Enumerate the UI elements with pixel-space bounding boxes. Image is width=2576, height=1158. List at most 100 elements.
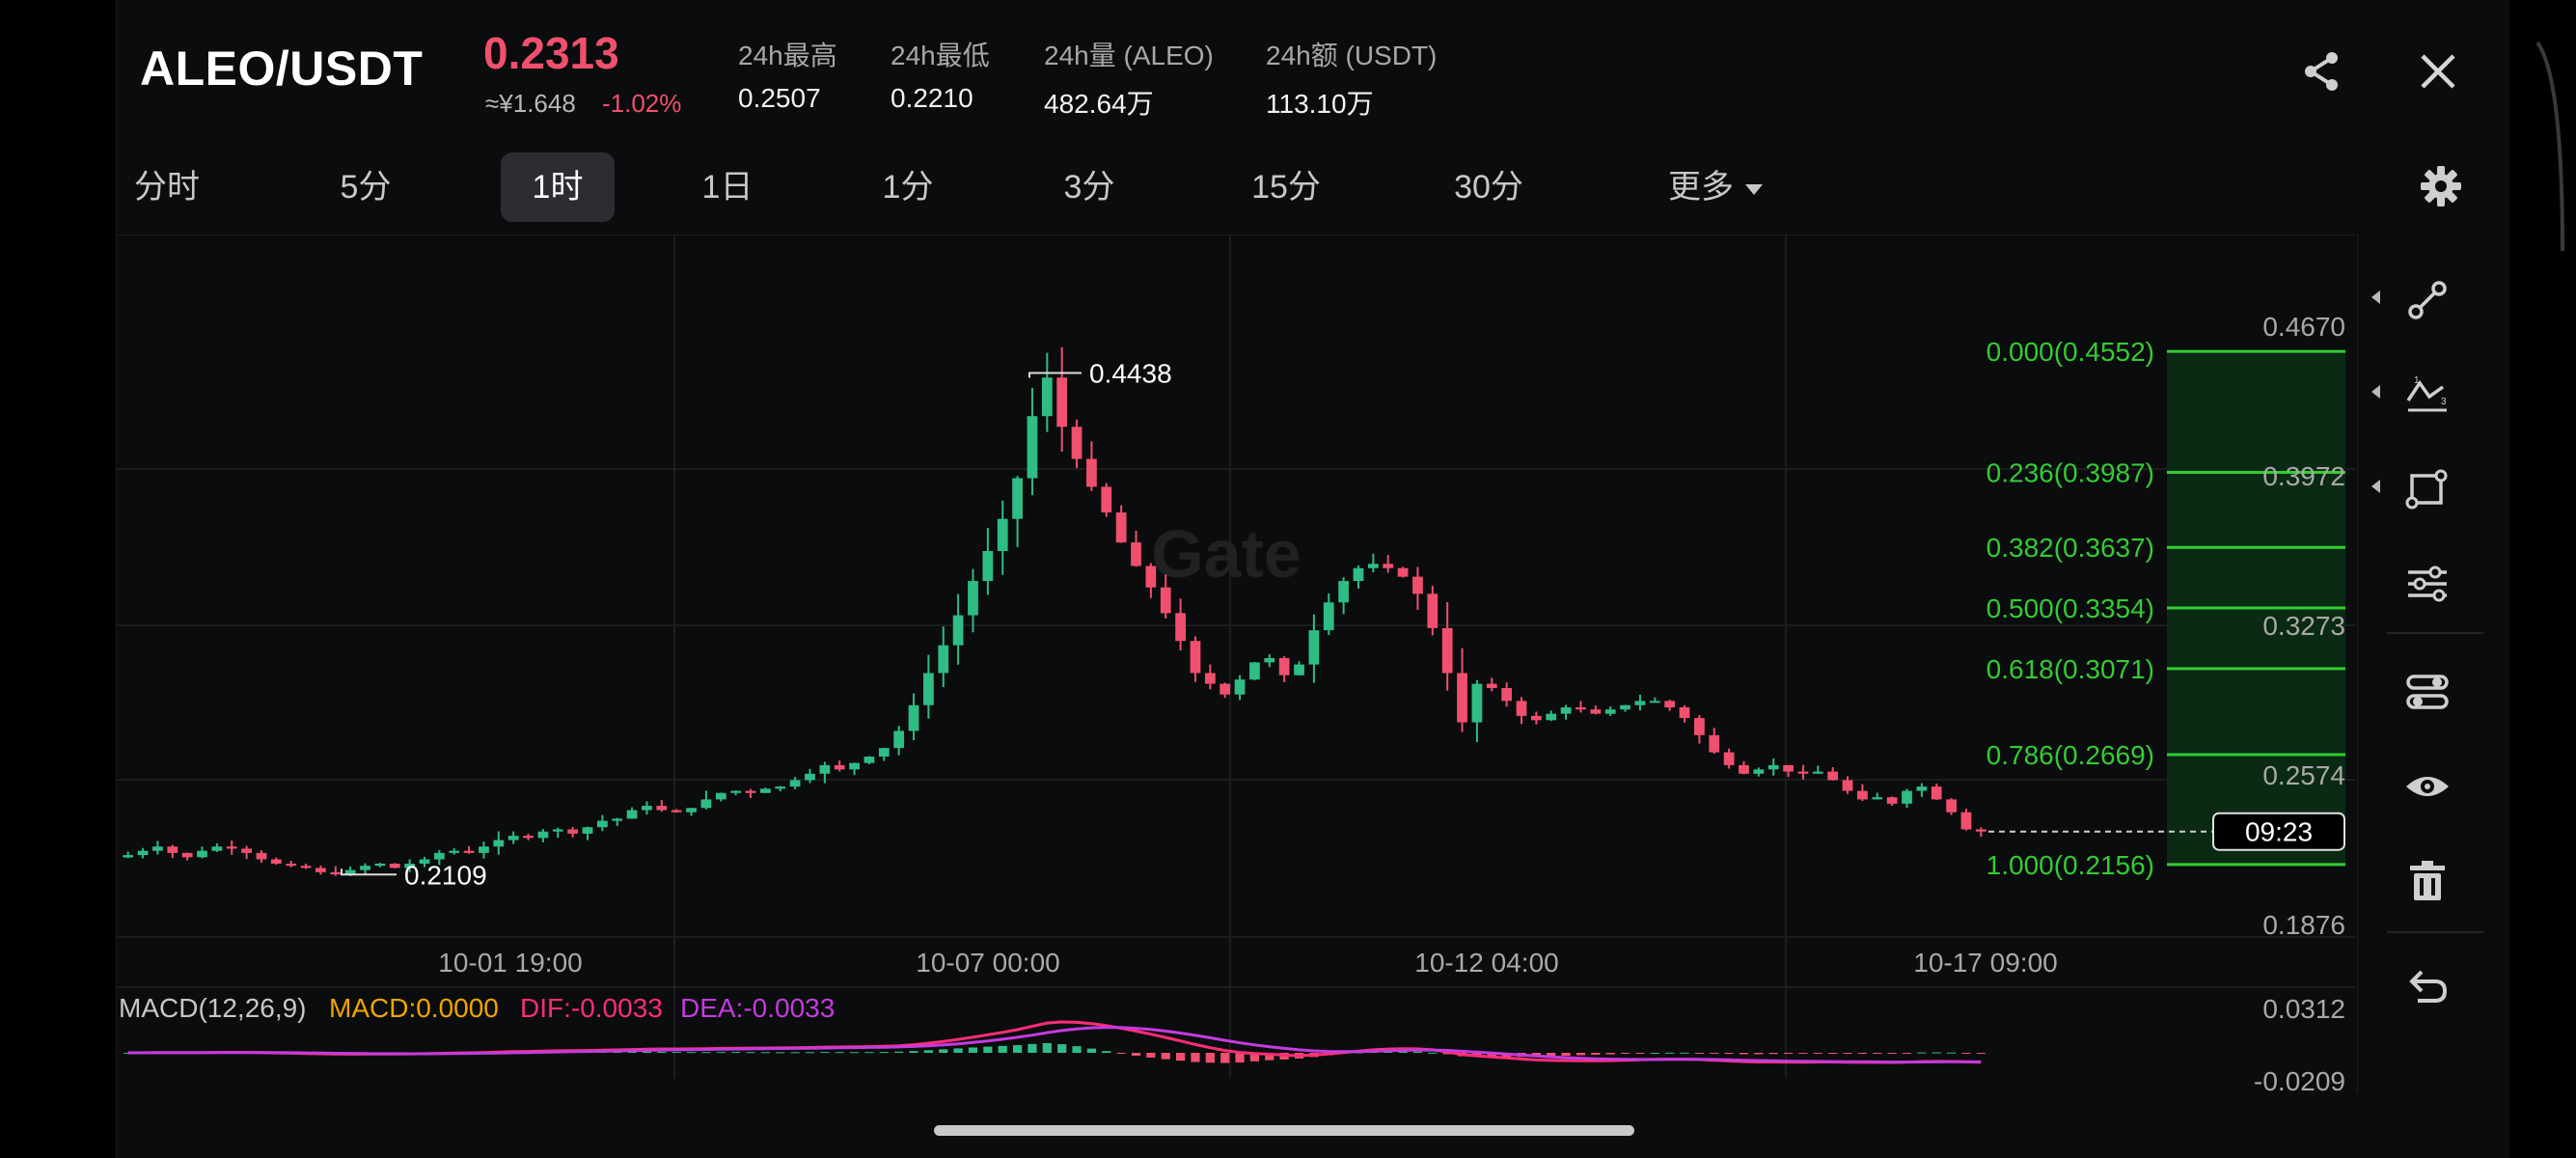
tab-more[interactable]: 更多 — [1653, 152, 1778, 222]
macd-histogram-bar — [820, 1052, 830, 1054]
indicator-sliders-icon[interactable] — [2400, 557, 2454, 611]
home-indicator[interactable] — [934, 1125, 1634, 1136]
visibility-eye-icon[interactable] — [2400, 759, 2454, 813]
undo-icon[interactable] — [2400, 960, 2454, 1014]
fib-level-label: 1.000(0.2156) — [1987, 850, 2154, 880]
macd-histogram-bar — [953, 1048, 963, 1053]
trendline-icon[interactable] — [2400, 273, 2454, 327]
high-marker-line — [1028, 372, 1082, 378]
drawing-list-icon[interactable] — [2400, 665, 2454, 719]
candle-body — [241, 848, 252, 853]
candle-body — [1294, 664, 1304, 676]
macd-histogram-bar — [1428, 1052, 1438, 1054]
tab-1d[interactable]: 1日 — [701, 169, 754, 206]
fib-level-label: 0.500(0.3354) — [1987, 593, 2154, 623]
candle-body — [1412, 576, 1423, 594]
macd-histogram-bar — [746, 1052, 755, 1054]
share-icon[interactable] — [2295, 44, 2349, 98]
stat-24h-high: 24h最高 0.2507 — [738, 35, 837, 114]
stat-value: 113.10万 — [1266, 89, 1374, 119]
macd-histogram-bar — [1828, 1053, 1838, 1054]
candle-body — [1649, 701, 1660, 703]
candle-body — [300, 866, 312, 868]
candle-body — [1086, 458, 1097, 487]
candle-body — [389, 863, 400, 868]
kline-chart[interactable]: Gate 0.000(0.4552) 0.236(0.3987) 0.382(0.3… — [117, 234, 2355, 1103]
macd-histogram-bar — [1887, 1053, 1897, 1054]
expand-triangle-icon[interactable] — [2371, 480, 2380, 493]
macd-histogram-bar — [627, 1051, 637, 1053]
stat-label: 24h额 (USDT) — [1266, 41, 1438, 70]
candle-body — [1916, 786, 1928, 791]
candle-body — [315, 868, 326, 872]
macd-panel: MACD(12,26,9) MACD:0.0000 DIF:-0.0033 DEA:-… — [119, 993, 2345, 1096]
fib-level-label: 0.236(0.3987) — [1987, 458, 2154, 488]
tab-time-sharing[interactable]: 分时 — [134, 169, 200, 206]
candle-body — [1234, 679, 1246, 695]
time-axis-label: 10-07 00:00 — [916, 948, 1059, 978]
macd-histogram-bar — [1591, 1053, 1601, 1056]
candle-body — [330, 871, 342, 875]
macd-histogram-bar — [1547, 1053, 1556, 1057]
candle-body — [1190, 641, 1201, 674]
high-price-label: 0.4438 — [1089, 358, 1172, 388]
gear-icon[interactable] — [2419, 164, 2463, 208]
macd-histogram-bar — [671, 1052, 681, 1054]
macd-histogram-bar — [1650, 1052, 1659, 1054]
dea-line — [127, 1026, 1982, 1064]
macd-histogram-bar — [790, 1052, 800, 1054]
candle-body — [1902, 790, 1912, 804]
macd-axis-label: -0.0209 — [2254, 1066, 2345, 1096]
candle-body — [1960, 812, 1972, 830]
close-icon[interactable] — [2411, 44, 2465, 98]
candle-body — [1709, 734, 1720, 753]
tab-5m[interactable]: 5分 — [340, 169, 392, 206]
price-axis-label: 0.2574 — [2262, 760, 2345, 790]
dif-line — [127, 1020, 1982, 1064]
candlesticks — [123, 346, 1987, 876]
candle-body — [493, 840, 505, 847]
macd-histogram-bar — [760, 1052, 770, 1054]
trading-pair[interactable]: ALEO/USDT — [140, 41, 424, 96]
tab-15m[interactable]: 15分 — [1251, 169, 1321, 206]
candle-body — [360, 866, 370, 870]
expand-triangle-icon[interactable] — [2371, 385, 2380, 399]
candle-body — [819, 764, 831, 774]
macd-histogram-bar — [1412, 1051, 1423, 1053]
tab-1h[interactable]: 1时 — [501, 152, 615, 222]
macd-histogram-bar — [923, 1050, 934, 1053]
candle-body — [997, 518, 1008, 551]
low-price-label: 0.2109 — [404, 860, 487, 890]
toolbar-divider — [2387, 632, 2483, 634]
cny-price: ≈¥1.648 — [485, 89, 576, 118]
candle-body — [1441, 627, 1453, 674]
rectangle-tool-icon[interactable] — [2400, 462, 2454, 516]
candle-body — [123, 855, 134, 858]
candle-body — [1975, 829, 1987, 832]
expand-triangle-icon[interactable] — [2371, 290, 2380, 304]
stat-24h-volume: 24h量 (ALEO) 482.64万 — [1044, 35, 1214, 122]
candle-body — [1797, 771, 1809, 774]
tab-1m[interactable]: 1分 — [882, 169, 934, 206]
macd-histogram-bar — [909, 1051, 918, 1053]
candle-body — [700, 799, 712, 809]
fib-wave-icon[interactable]: 13 — [2400, 368, 2454, 422]
kline-chart-area[interactable]: Gate 0.000(0.4552) 0.236(0.3987) 0.382(0.3… — [117, 234, 2509, 1103]
candle-body — [1457, 673, 1467, 723]
candle-body — [908, 704, 919, 731]
fibonacci-retracement[interactable]: 0.000(0.4552) 0.236(0.3987) 0.382(0.3637) 0… — [1987, 337, 2345, 880]
macd-histogram-bar — [701, 1052, 711, 1054]
macd-histogram-bar — [1161, 1053, 1170, 1060]
macd-histogram-bar — [1813, 1053, 1822, 1054]
trash-icon[interactable] — [2400, 854, 2454, 908]
price-change: -1.02% — [602, 89, 682, 118]
tab-30m[interactable]: 30分 — [1454, 169, 1523, 206]
candle-body — [760, 788, 771, 793]
macd-histogram-bar — [1694, 1053, 1704, 1054]
candle-body — [1768, 764, 1779, 770]
candle-body — [1308, 630, 1320, 665]
tab-3m[interactable]: 3分 — [1063, 169, 1115, 206]
candle-body — [982, 550, 994, 582]
price-axis-label: 0.4670 — [2262, 312, 2345, 342]
candle-body — [1576, 706, 1586, 710]
